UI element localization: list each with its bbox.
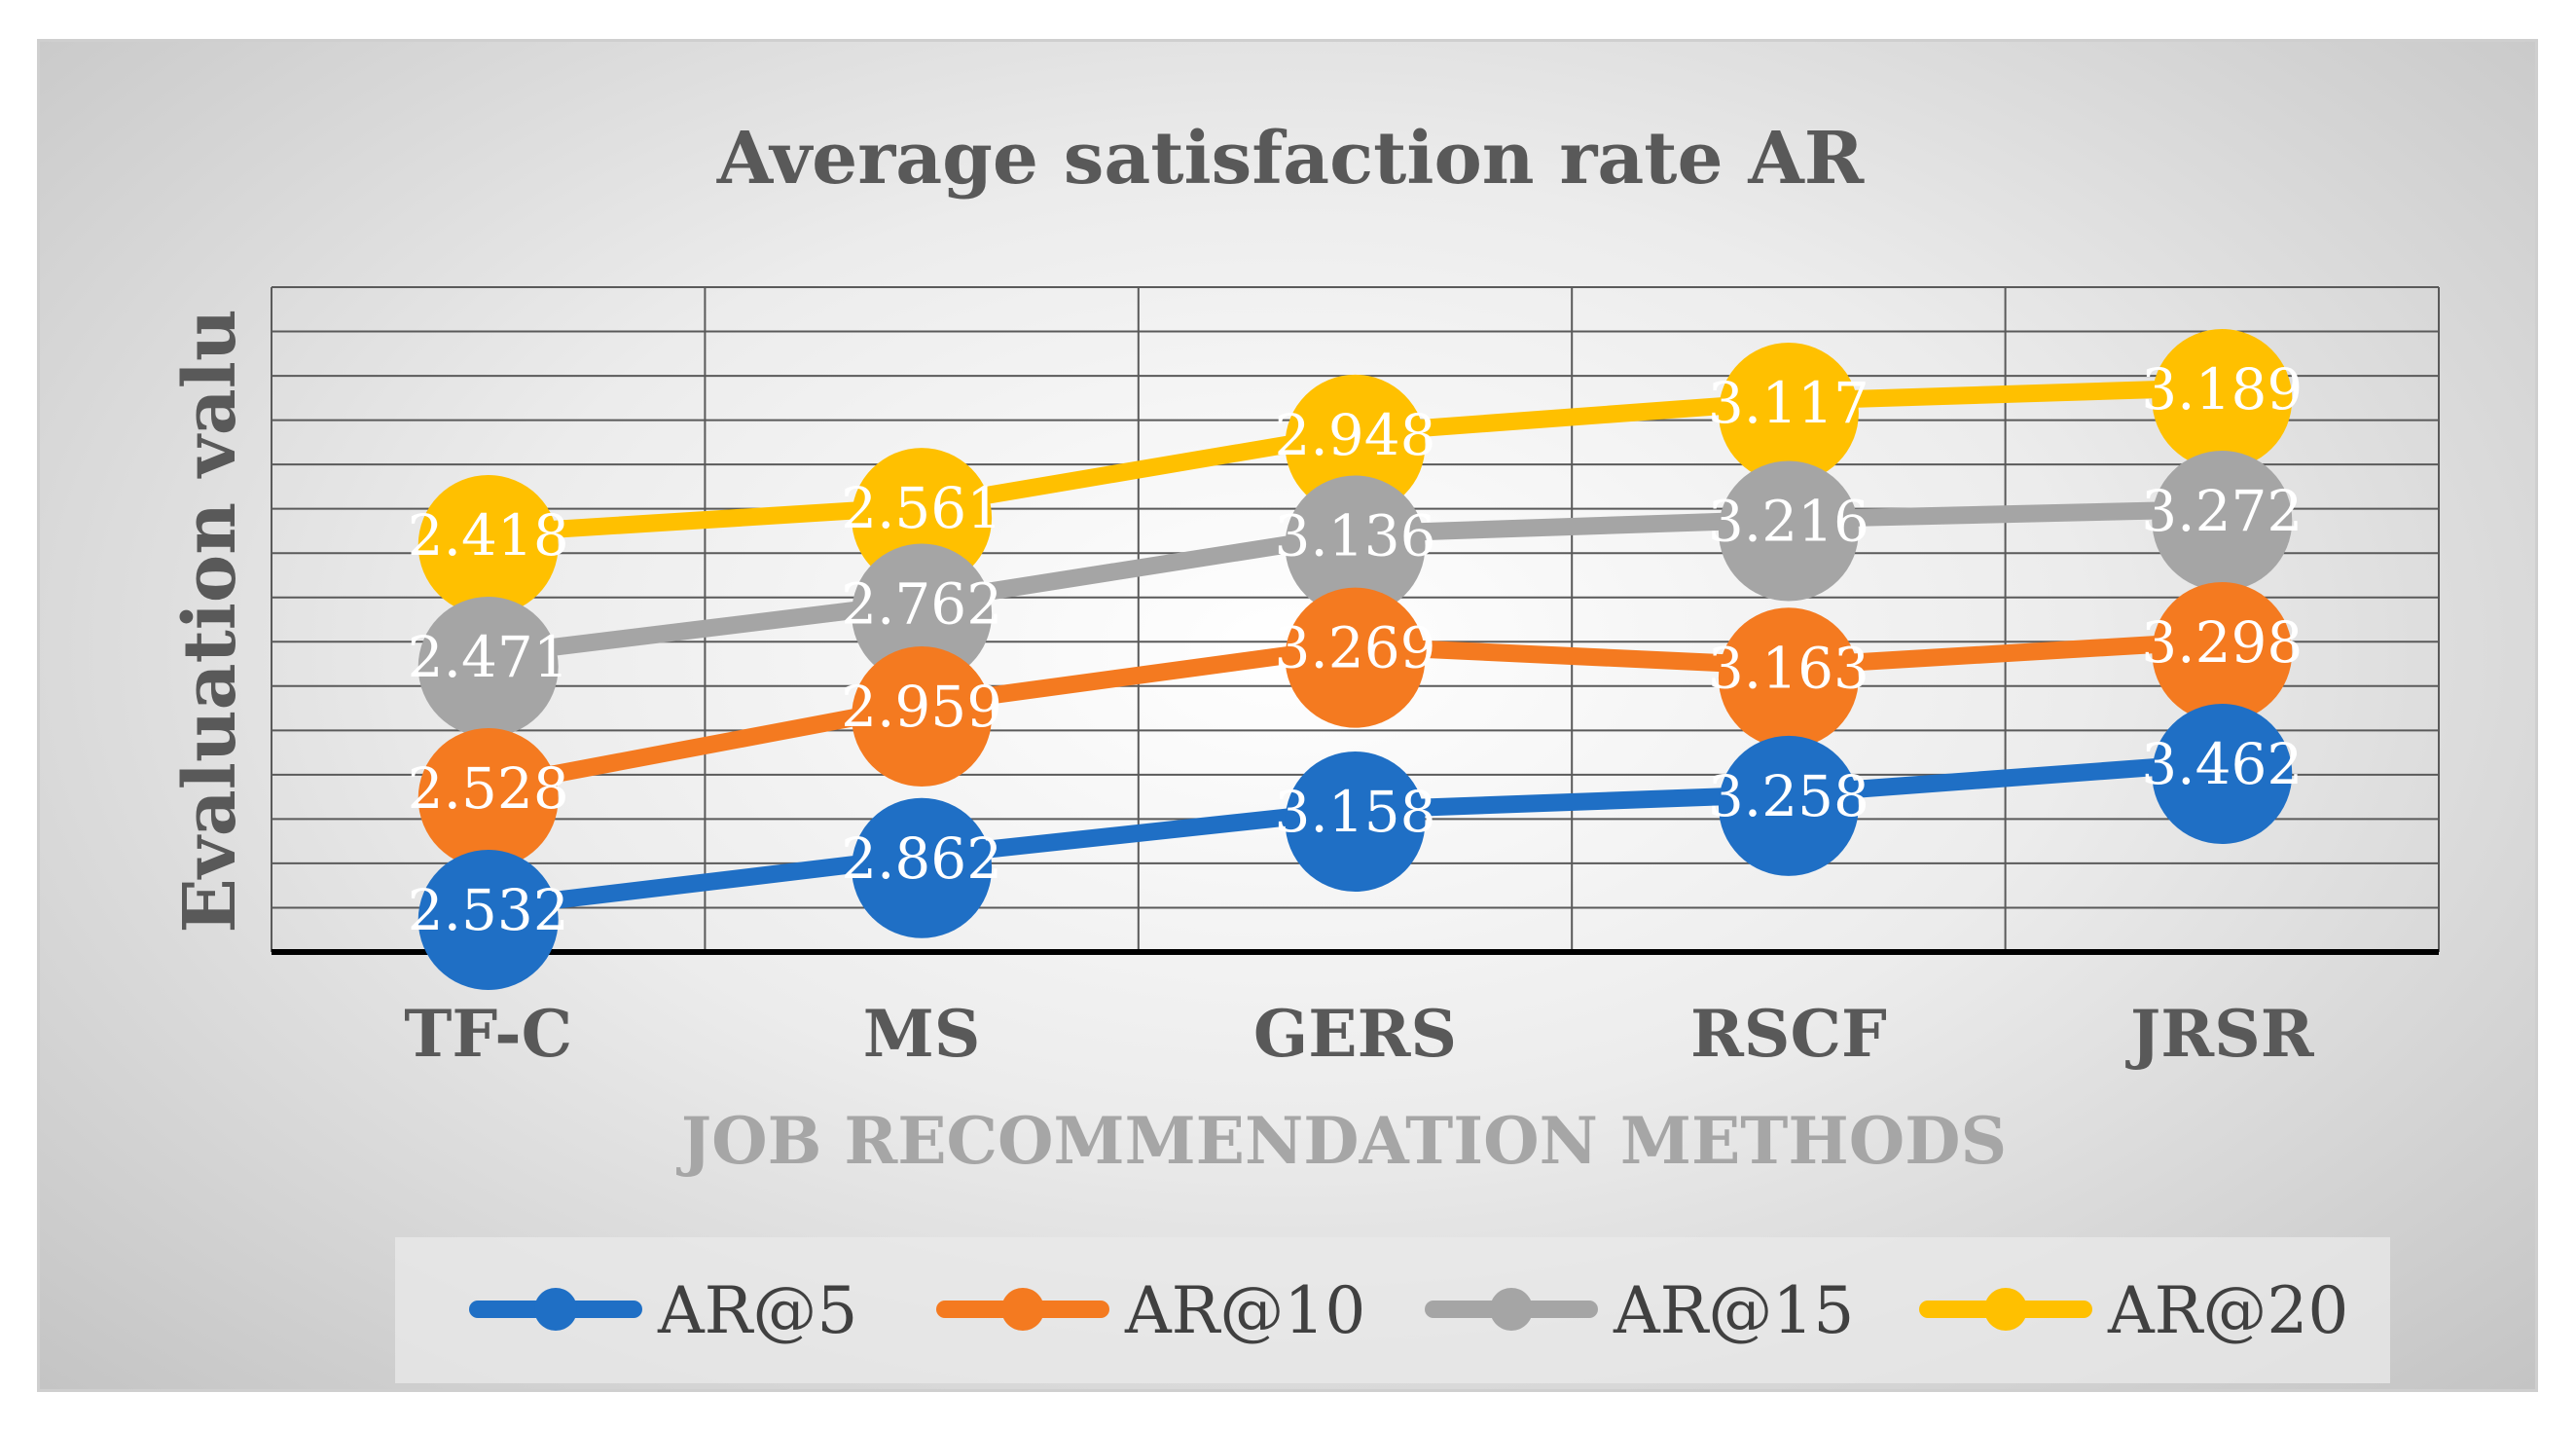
line-chart: Average satisfaction rate AR 2.418 2.5612… (168, 117, 2440, 1383)
data-point (1285, 751, 1426, 893)
data-point (417, 475, 559, 615)
legend-swatch-marker (1001, 1288, 1044, 1331)
data-point (417, 850, 559, 990)
data-label: 3.269 (1274, 615, 1435, 681)
data-label: 3.158 (1274, 779, 1435, 845)
legend-label: AR@15 (1613, 1273, 1854, 1348)
data-label: 2.471 (408, 624, 569, 690)
data-point (1285, 475, 1426, 616)
x-tick-label: GERS (1253, 996, 1457, 1072)
data-label: 2.762 (841, 571, 1002, 638)
data-point (417, 728, 559, 868)
x-tick-label: TF-C (404, 996, 572, 1072)
x-tick-label: JRSR (2125, 996, 2315, 1072)
data-point (1285, 374, 1426, 515)
legend-swatch-marker (1490, 1288, 1533, 1331)
data-label: 3.216 (1708, 488, 1869, 554)
data-label: 3.298 (2141, 609, 2303, 676)
x-tick-label: RSCF (1690, 996, 1887, 1072)
data-label: 2.561 (841, 475, 1002, 541)
data-label: 3.272 (2141, 478, 2303, 544)
chart-title: Average satisfaction rate AR (716, 117, 1865, 201)
legend-items: AR@5 AR@10 AR@15 AR@20 (469, 1273, 2348, 1348)
legend-label: AR@5 (657, 1273, 857, 1348)
data-point (1718, 607, 1859, 749)
data-point (2152, 329, 2293, 469)
data-label: 2.959 (841, 674, 1002, 740)
data-point (852, 646, 993, 788)
data-label: 3.136 (1274, 502, 1435, 568)
data-point (1718, 735, 1859, 876)
data-point (2152, 451, 2293, 591)
legend-label: AR@10 (1124, 1273, 1365, 1348)
data-label: 2.532 (408, 877, 569, 943)
data-point (1718, 343, 1859, 484)
data-label: 3.462 (2141, 731, 2303, 797)
data-point (852, 797, 993, 938)
series-group: 2.418 2.561 2.948 3.117 3.189 2.471 2.762 3.136… (408, 329, 2303, 990)
data-point (852, 543, 993, 684)
data-label: 3.189 (2141, 356, 2303, 422)
legend-swatch-marker (534, 1288, 577, 1331)
data-point (417, 597, 559, 737)
data-label: 3.258 (1708, 763, 1869, 829)
data-label: 2.862 (841, 825, 1002, 892)
chart-area: Average satisfaction rate AR 2.418 2.561 2… (37, 39, 2538, 1392)
x-tick-labels: TF-C MS GERS RSCF JRSR (404, 996, 2315, 1072)
x-axis-label: JOB RECOMMENDATION METHODS (676, 1103, 2007, 1179)
y-axis-label: Evaluation valu (168, 309, 252, 933)
data-label: 3.163 (1708, 635, 1869, 701)
legend-swatch-marker (1984, 1288, 2027, 1331)
legend-label: AR@20 (2107, 1273, 2348, 1348)
data-label: 2.418 (408, 502, 569, 568)
data-point (1718, 460, 1859, 602)
data-point (2152, 704, 2293, 844)
data-label: 3.117 (1708, 370, 1869, 436)
x-tick-label: MS (863, 996, 981, 1072)
data-label: 2.948 (1274, 402, 1435, 468)
data-point (1285, 587, 1426, 728)
data-point (2152, 582, 2293, 722)
data-label: 2.528 (408, 755, 569, 822)
